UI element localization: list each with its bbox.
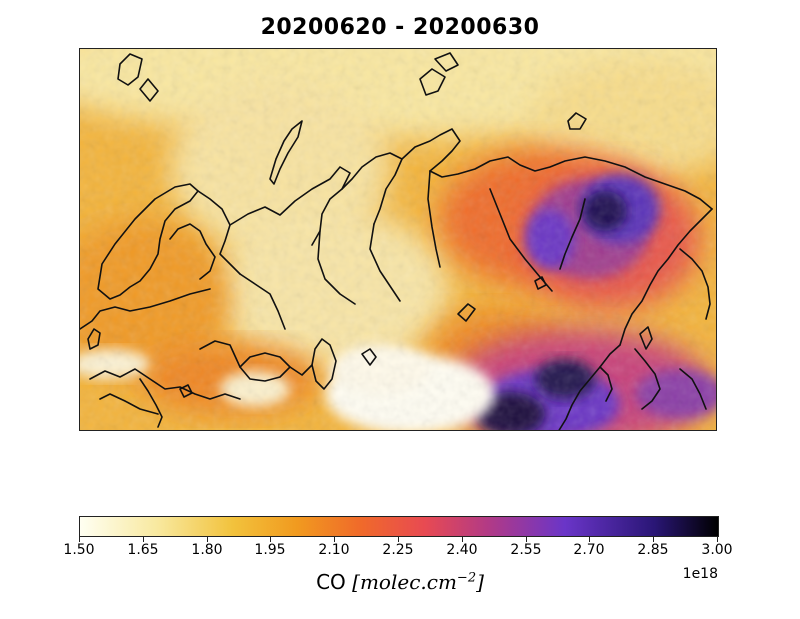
colorbar-title-units: [molec.cm — [352, 570, 457, 594]
colorbar-tick — [270, 537, 271, 542]
co-map — [79, 48, 717, 431]
colorbar-tick — [334, 537, 335, 542]
colorbar-title: CO [molec.cm−2] — [0, 570, 800, 594]
colorbar-tick — [526, 537, 527, 542]
colorbar-tick — [717, 537, 718, 542]
colorbar-tick — [462, 537, 463, 542]
colorbar-tick — [589, 537, 590, 542]
colorbar-tick-label: 2.85 — [637, 542, 669, 558]
colorbar-tick-label: 3.00 — [701, 542, 733, 558]
colorbar-tick — [207, 537, 208, 542]
colorbar-title-power: −2 — [456, 570, 477, 586]
colorbar — [79, 516, 719, 537]
colorbar-title-variable: CO — [316, 570, 346, 594]
colorbar-ticks — [79, 537, 719, 545]
colorbar-tick — [143, 537, 144, 542]
colorbar-tick-label: 2.25 — [382, 542, 414, 558]
colorbar-tick-label: 1.65 — [127, 542, 159, 558]
map-canvas — [80, 49, 716, 430]
colorbar-tick-label: 2.70 — [573, 542, 605, 558]
colorbar-tick-label: 1.50 — [63, 542, 95, 558]
colorbar-tick-label: 1.80 — [191, 542, 223, 558]
colorbar-tick-labels: 1.50 1.65 1.80 1.95 2.10 2.25 2.40 2.55 2.70 2.85… — [63, 542, 732, 560]
chart-title: 20200620 - 20200630 — [260, 15, 540, 40]
colorbar-tick — [79, 537, 80, 542]
colorbar-tick-label: 1.95 — [254, 542, 286, 558]
colorbar-tick — [398, 537, 399, 542]
colorbar-title-close: ] — [476, 570, 484, 594]
colorbar-tick-label: 2.40 — [446, 542, 478, 558]
colorbar-tick-label: 2.10 — [318, 542, 350, 558]
colorbar-tick — [653, 537, 654, 542]
coastlines — [80, 52, 713, 430]
co-field-texture — [80, 49, 716, 430]
colorbar-tick-label: 2.55 — [510, 542, 542, 558]
colorbar-exponent: 1e18 — [682, 566, 718, 582]
